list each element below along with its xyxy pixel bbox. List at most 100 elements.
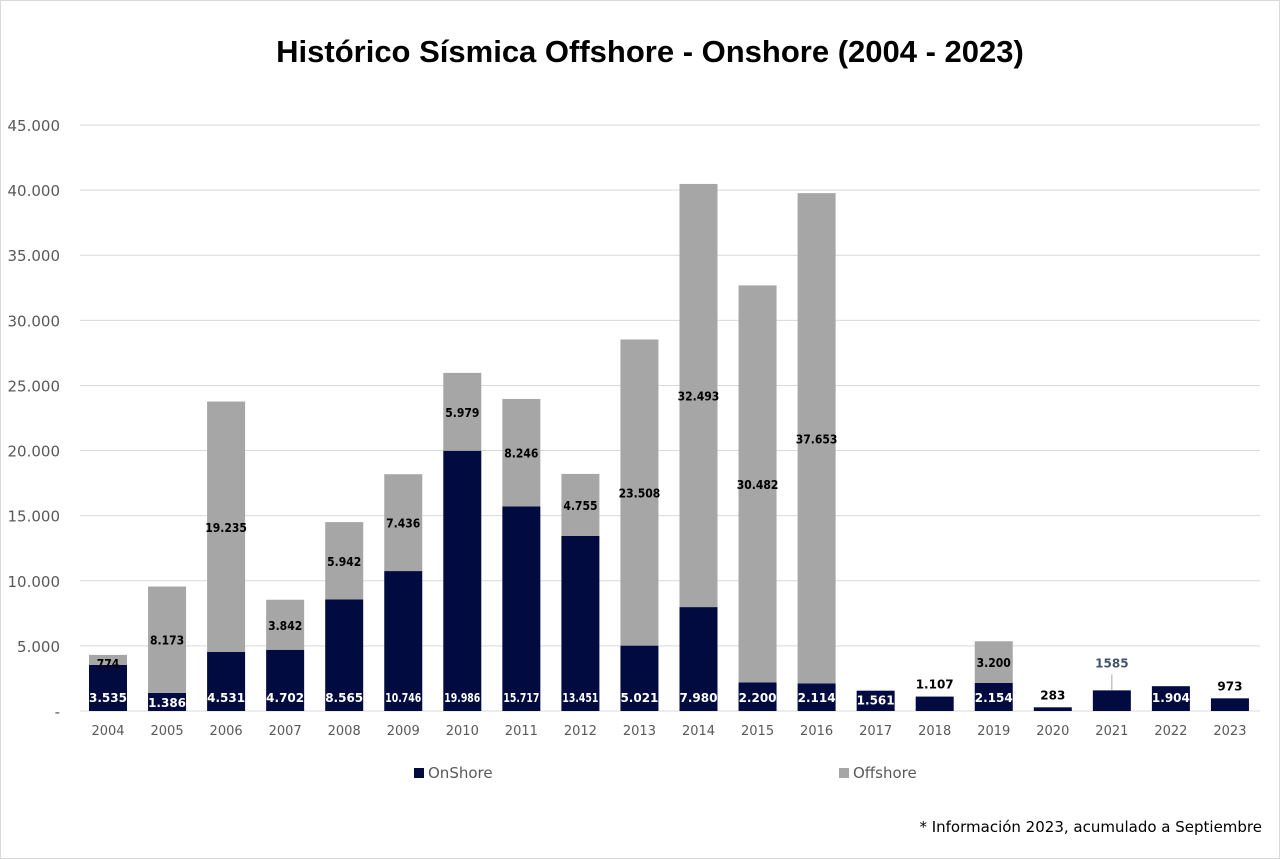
y-tick-label: 35.000 (8, 247, 61, 265)
y-tick-label: - (55, 703, 60, 721)
chart-title: Histórico Sísmica Offshore - Onshore (20… (276, 34, 1024, 69)
x-tick-label: 2009 (387, 724, 420, 739)
y-tick-label: 40.000 (8, 182, 61, 200)
legend-offshore-label: Offshore (853, 764, 917, 782)
data-label-onshore: 283 (1040, 688, 1065, 702)
bar-onshore (89, 664, 127, 711)
data-label-onshore: 2.154 (975, 691, 1013, 705)
x-tick-label: 2017 (859, 724, 892, 739)
data-label-onshore: 10.746 (385, 691, 421, 705)
data-label-offshore: 774 (97, 657, 120, 671)
bar-onshore (915, 696, 954, 711)
bar-onshore (1092, 690, 1131, 711)
data-label-onshore: 4.702 (266, 691, 304, 705)
data-label-onshore: 1.107 (916, 678, 954, 692)
x-tick-label: 2016 (800, 724, 833, 739)
data-label-onshore: 13.451 (562, 691, 598, 705)
data-label-offshore: 23.508 (619, 487, 661, 501)
bar-onshore (1151, 686, 1190, 711)
data-label-onshore: 1585 (1095, 656, 1128, 670)
bar-offshore (89, 654, 127, 665)
bar-onshore (856, 690, 895, 711)
bar-onshore (797, 683, 836, 711)
bar-onshore (443, 450, 482, 711)
bar-onshore (207, 651, 246, 711)
legend-offshore-swatch (839, 768, 849, 778)
bar-onshore (738, 682, 777, 711)
bar-onshore (620, 645, 659, 711)
x-tick-label: 2010 (446, 724, 479, 739)
bar-offshore (738, 285, 777, 683)
data-label-onshore: 19.986 (444, 691, 480, 705)
data-label-offshore: 5.979 (445, 406, 479, 420)
x-tick-label: 2022 (1154, 724, 1187, 739)
footnote: * Información 2023, acumulado a Septiemb… (919, 818, 1262, 836)
y-tick-label: 25.000 (8, 377, 61, 395)
x-tick-label: 2006 (210, 724, 243, 739)
x-tick-label: 2008 (328, 724, 361, 739)
x-tick-label: 2021 (1095, 724, 1128, 739)
bar-onshore (266, 649, 305, 711)
data-label-onshore: 973 (1217, 679, 1242, 693)
data-label-offshore: 5.942 (327, 555, 361, 569)
data-label-onshore: 15.717 (503, 691, 539, 705)
data-label-onshore: 5.021 (620, 691, 658, 705)
x-tick-label: 2015 (741, 724, 774, 739)
data-label-onshore: 4.531 (207, 691, 245, 705)
bar-onshore (502, 506, 541, 711)
x-tick-label: 2004 (91, 724, 124, 739)
bar-offshore (384, 474, 423, 572)
bar-onshore (384, 571, 423, 711)
bar-offshore (148, 586, 187, 693)
data-label-offshore: 37.653 (796, 432, 838, 446)
bar-offshore (620, 339, 659, 646)
y-tick-label: 20.000 (8, 443, 61, 461)
data-label-offshore: 4.755 (563, 499, 597, 513)
x-tick-label: 2005 (151, 724, 184, 739)
bar-offshore (561, 473, 600, 536)
bar-onshore (974, 682, 1013, 711)
x-tick-label: 2013 (623, 724, 656, 739)
bar-onshore (561, 535, 600, 711)
x-tick-label: 2007 (269, 724, 302, 739)
y-tick-label: 30.000 (8, 312, 61, 330)
x-tick-label: 2012 (564, 724, 597, 739)
bar-onshore (1033, 707, 1072, 711)
x-tick-label: 2014 (682, 724, 715, 739)
bar-onshore (325, 599, 364, 711)
legend-offshore: Offshore (839, 764, 917, 782)
bar-offshore (797, 193, 836, 684)
bar-offshore (679, 183, 718, 608)
x-tick-label: 2020 (1036, 724, 1069, 739)
data-label-onshore: 2.114 (798, 691, 836, 705)
x-tick-label: 2018 (918, 724, 951, 739)
y-tick-label: 10.000 (8, 573, 61, 591)
data-label-onshore: 7.980 (680, 691, 718, 705)
data-label-offshore: 19.235 (205, 521, 247, 535)
y-tick-label: 15.000 (8, 508, 61, 526)
bar-onshore (1210, 698, 1249, 711)
legend-onshore-swatch (414, 768, 424, 778)
data-label-onshore: 1.904 (1152, 691, 1190, 705)
data-label-offshore: 3.842 (268, 619, 302, 633)
y-tick-label: 45.000 (8, 117, 61, 135)
data-label-onshore: 3.535 (89, 691, 127, 705)
legend-onshore: OnShore (414, 764, 493, 782)
bar-offshore (325, 522, 364, 600)
data-label-onshore: 8.565 (325, 691, 363, 705)
data-label-offshore: 32.493 (678, 390, 720, 404)
bar-offshore (443, 372, 482, 451)
data-label-onshore: 1.386 (148, 696, 186, 710)
data-label-offshore: 3.200 (977, 656, 1011, 670)
data-label-onshore: 1.561 (857, 694, 895, 708)
x-tick-label: 2023 (1213, 724, 1246, 739)
data-label-offshore: 8.173 (150, 634, 184, 648)
bar-offshore (502, 398, 541, 507)
x-tick-label: 2019 (977, 724, 1010, 739)
bar-offshore (266, 599, 305, 650)
data-label-offshore: 8.246 (504, 447, 538, 461)
y-tick-label: 5.000 (17, 638, 60, 656)
bar-offshore (207, 401, 246, 652)
data-label-offshore: 7.436 (386, 517, 420, 531)
